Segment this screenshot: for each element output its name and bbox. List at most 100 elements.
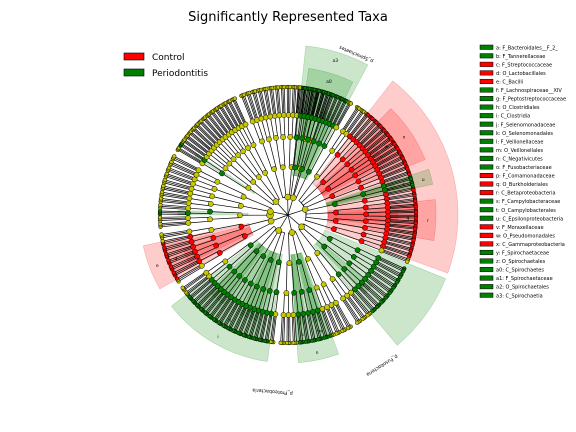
taxa-legend-label: g: F_Peptostreptococcaceae [496,97,566,103]
tree-branch [274,115,279,139]
legend-swatch [123,68,145,77]
tree-branch [210,294,228,318]
tree-branch [384,241,412,251]
tree-node [194,253,200,260]
sector-letter: k [301,332,304,338]
tree-branch [378,257,404,271]
tree-node [331,226,337,232]
tree-branch [379,162,405,175]
tree-node [222,258,229,265]
tree-branch [264,172,280,202]
tree-branch [386,229,415,234]
tree-node [358,279,365,286]
tree-branch [291,87,294,116]
tree-branch [180,144,205,161]
tree-node [339,156,346,163]
taxa-legend-label: s: F_Campylobacteraceae [496,199,560,205]
tree-node [355,320,360,325]
tree-branch [228,101,243,127]
tree-node [320,179,326,186]
tree-node [288,229,296,236]
taxa-legend-swatch [479,275,494,281]
tree-node [188,238,195,245]
tree-node [329,147,336,154]
tree-node [405,259,410,264]
tree-node [355,178,362,185]
tree-node [299,135,306,142]
tree-node [245,184,252,191]
tree-branch [335,302,350,328]
tree-node [286,260,293,266]
tree-node [250,142,257,148]
tree-branch [219,299,235,324]
tree-node [242,121,249,128]
tree-node [362,204,369,211]
tree-branch [224,103,239,129]
tree-node [368,267,374,274]
tree-branch [196,174,218,185]
tree-branch [188,202,212,207]
tree-branch [311,90,319,118]
tree-branch [375,262,401,276]
taxa-legend-swatch [479,96,494,102]
sector-letter: a3 [333,58,339,64]
tree-node [210,234,217,241]
taxa-legend-label: k: O_Selenomonadales [496,131,553,137]
tree-node [275,259,282,265]
tree-node [238,202,244,209]
tree-branch [386,194,415,200]
tree-branch [286,292,289,316]
tree-node [332,299,339,306]
tree-node [196,258,203,265]
taxa-legend-label: a2: O_Spirochaetales [496,285,549,291]
tree-node [291,289,297,296]
tree-branch [358,285,379,307]
tree-node [362,275,368,282]
tree-branch [214,296,232,321]
tree-node [247,280,254,287]
tree-node [188,185,195,192]
group-legend: Control Periodontitis [123,52,208,79]
taxa-legend-label: a3: C_Spirochaetia [496,293,543,299]
tree-node [350,254,357,260]
tree-branch [307,89,315,118]
tree-node [354,247,361,254]
tree-node [214,178,221,185]
tree-branch [189,198,212,204]
tree-branch [325,96,338,123]
taxa-legend-swatch [479,258,494,264]
taxa-legend-swatch [479,104,494,110]
tree-branch [171,161,198,175]
tree-branch [361,282,383,302]
tree-branch [291,232,300,262]
taxa-legend-label: h: O_Clostridiales [496,105,540,111]
tree-branch [301,226,325,247]
tree-branch [375,152,400,167]
tree-branch [164,180,192,190]
tree-node [361,197,368,204]
tree-branch [193,128,215,148]
legend-label: Control [152,53,185,63]
tree-node [335,271,342,278]
taxa-legend-swatch [479,138,494,144]
tree-node [267,217,275,225]
tree-node [344,292,350,299]
tree-node [332,217,339,224]
tree-node [280,312,287,318]
taxa-legend-label: i: C_Clostridia [496,114,530,120]
tree-node [232,96,237,101]
tree-branch [247,93,258,121]
taxa-legend-swatch [479,198,494,204]
tree-node [226,263,233,270]
tree-node [329,276,336,282]
tree-branch [359,125,380,146]
tree-node [340,295,346,302]
tree-branch [283,115,286,138]
tree-node [219,170,225,177]
tree-branch [201,288,222,310]
tree-node [185,215,191,221]
tree-node [300,310,307,317]
taxa-legend-swatch [479,215,494,221]
tree-node [355,283,362,289]
tree-node [373,259,379,266]
